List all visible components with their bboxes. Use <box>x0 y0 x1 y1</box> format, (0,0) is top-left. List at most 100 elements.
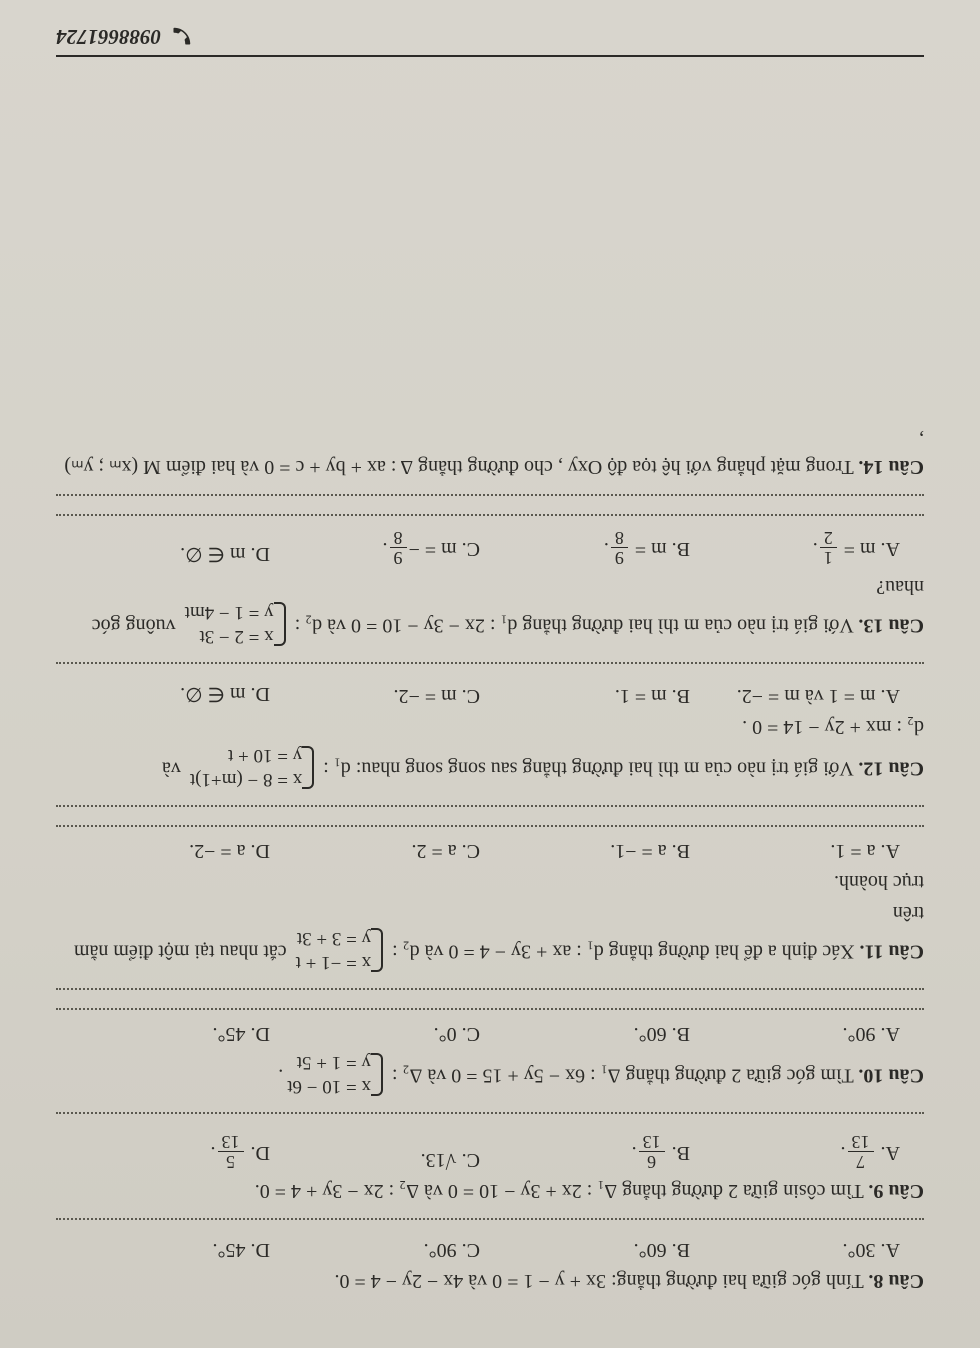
q10-lead: Câu 10. <box>858 1065 924 1087</box>
frac-den: 8 <box>390 528 407 547</box>
q9-A-post: . <box>841 1142 846 1164</box>
q11-A: A. a = 1. <box>690 839 920 862</box>
q10-post: . <box>278 1065 283 1087</box>
q14-lead: Câu 14. <box>858 456 924 478</box>
q8-lead: Câu 8. <box>868 1270 924 1292</box>
q13-stem: Câu 13. Với giá trị nào của m thì hai đư… <box>56 573 924 648</box>
frac-den: 8 <box>611 528 628 547</box>
q9-B-post: . <box>632 1142 637 1164</box>
q8-options: A. 30°. B. 60°. C. 90°. D. 45°. <box>56 1238 924 1261</box>
q12-D: D. m ∈ ∅. <box>60 682 270 707</box>
q8-B: B. 60°. <box>480 1238 690 1261</box>
q12-post: và <box>162 758 186 780</box>
q9-B-frac: 613 <box>639 1132 665 1171</box>
rule <box>56 494 924 496</box>
rule <box>56 988 924 990</box>
q13-C-frac: 98 <box>390 528 407 567</box>
q9-C: C. √13. <box>270 1132 480 1171</box>
q11-D: D. a = −2. <box>60 839 270 862</box>
q10-stem: Câu 10. Tìm góc giữa 2 đường thẳng Δ₁ : … <box>56 1051 924 1099</box>
case-row: x = 2 − 3t <box>185 624 274 648</box>
q10-options: A. 90°. B. 60°. C. 0°. D. 45°. <box>56 1022 924 1045</box>
q9-text: Tìm côsin giữa 2 đường thẳng Δ₁ : 2x + 3… <box>255 1180 869 1202</box>
q13-A-frac: 12 <box>820 528 837 567</box>
q9-A-frac: 713 <box>848 1132 874 1171</box>
frac-den: 13 <box>639 1132 665 1151</box>
q8-A: A. 30°. <box>690 1238 920 1261</box>
case-row: x = −1 + t <box>296 950 371 974</box>
q10-A: A. 90°. <box>690 1022 920 1045</box>
case-row: y = 10 + t <box>190 744 302 768</box>
q11-stem: Câu 11. Xác định a để hai đường thẳng d₁… <box>56 899 924 974</box>
q9-stem: Câu 9. Tìm côsin giữa 2 đường thẳng Δ₁ :… <box>56 1177 924 1204</box>
frac-num: 6 <box>639 1151 665 1171</box>
q13-A: A. m = 12. <box>690 528 920 567</box>
q9-B: B. 613. <box>480 1132 690 1171</box>
q12-pre: Với giá trị nào của m thì hai đường thẳn… <box>318 758 858 780</box>
q11-line2: trục hoành. <box>56 868 924 895</box>
q8-C: C. 90°. <box>270 1238 480 1261</box>
case-row: y = 3 + 3t <box>296 926 371 950</box>
q12-options: A. m = 1 và m = −2. B. m = 1. C. m = −2.… <box>56 682 924 707</box>
q13-C-post: . <box>383 538 388 560</box>
q11-C: C. a = 2. <box>270 839 480 862</box>
rule <box>56 1008 924 1010</box>
q12-line2: d₂ : mx + 2y − 14 = 0 . <box>56 713 924 740</box>
q10-pre: Tìm góc giữa 2 đường thẳng Δ₁ : 6x − 5y … <box>387 1065 858 1087</box>
q13-C: C. m = −98. <box>270 528 480 567</box>
rule <box>56 805 924 807</box>
q9-options: A. 713. B. 613. C. √13. D. 513. <box>56 1132 924 1171</box>
frac-num: 1 <box>820 547 837 567</box>
q13-A-pre: A. m = <box>839 538 900 560</box>
q13-B-pre: B. m = <box>630 538 690 560</box>
rule <box>56 1218 924 1220</box>
q13-pre: Với giá trị nào của m thì hai đường thẳn… <box>290 614 859 636</box>
q10-C: C. 0°. <box>270 1022 480 1045</box>
q9-D-pre: D. <box>246 1142 270 1164</box>
case-row: x = 10 − 6t <box>287 1074 371 1098</box>
q8-D: D. 45°. <box>60 1238 270 1261</box>
q11-cases: x = −1 + ty = 3 + 3t <box>296 926 383 974</box>
q11-lead: Câu 11. <box>860 940 924 962</box>
q11-B: B. a = −1. <box>480 839 690 862</box>
frac-den: 13 <box>218 1132 244 1151</box>
rule <box>56 514 924 516</box>
q12-lead: Câu 12. <box>858 758 924 780</box>
page-footer: 0988661724 <box>56 24 924 57</box>
q10-cases: x = 10 − 6ty = 1 + 5t <box>287 1051 383 1099</box>
q13-cases: x = 2 − 3ty = 1 − 4mt <box>185 600 286 648</box>
q9-A-pre: A. <box>876 1142 900 1164</box>
frac-num: 7 <box>848 1151 874 1171</box>
q9-A: A. 713. <box>690 1132 920 1171</box>
q14-text: Trong mặt phẳng với hệ tọa độ Oxy , cho … <box>64 429 924 478</box>
frac-num: 9 <box>611 547 628 567</box>
worksheet-page: Câu 8. Tính góc giữa hai đường thẳng: 3x… <box>0 0 980 1348</box>
q12-cases: x = 8 − (m+1)ty = 10 + t <box>190 744 314 792</box>
q9-lead: Câu 9. <box>868 1180 924 1202</box>
frac-num: 9 <box>390 547 407 567</box>
q13-D: D. m ∈ ∅. <box>60 528 270 567</box>
rule <box>56 825 924 827</box>
q8-text: Tính góc giữa hai đường thẳng: 3x + y − … <box>334 1270 868 1292</box>
phone-icon <box>171 26 193 48</box>
q12-stem: Câu 12. Với giá trị nào của m thì hai đư… <box>56 744 924 792</box>
case-row: y = 1 + 5t <box>287 1051 371 1075</box>
rule <box>56 1112 924 1114</box>
q12-C: C. m = −2. <box>270 682 480 707</box>
frac-den: 13 <box>848 1132 874 1151</box>
q13-B: B. m = 98. <box>480 528 690 567</box>
q9-D-post: . <box>211 1142 216 1164</box>
q13-options: A. m = 12. B. m = 98. C. m = −98. D. m ∈… <box>56 528 924 567</box>
q14-stem: Câu 14. Trong mặt phẳng với hệ tọa độ Ox… <box>56 426 924 480</box>
q11-pre: Xác định a để hai đường thẳng d₁ : ax + … <box>387 940 859 962</box>
case-row: y = 1 − 4mt <box>185 600 274 624</box>
frac-den: 2 <box>820 528 837 547</box>
q13-B-frac: 98 <box>611 528 628 567</box>
case-row: x = 8 − (m+1)t <box>190 767 302 791</box>
q10-D: D. 45°. <box>60 1022 270 1045</box>
q13-C-pre: C. m = − <box>409 538 480 560</box>
q9-B-pre: B. <box>667 1142 690 1164</box>
q9-D: D. 513. <box>60 1132 270 1171</box>
q13-lead: Câu 13. <box>858 614 924 636</box>
rule <box>56 662 924 664</box>
